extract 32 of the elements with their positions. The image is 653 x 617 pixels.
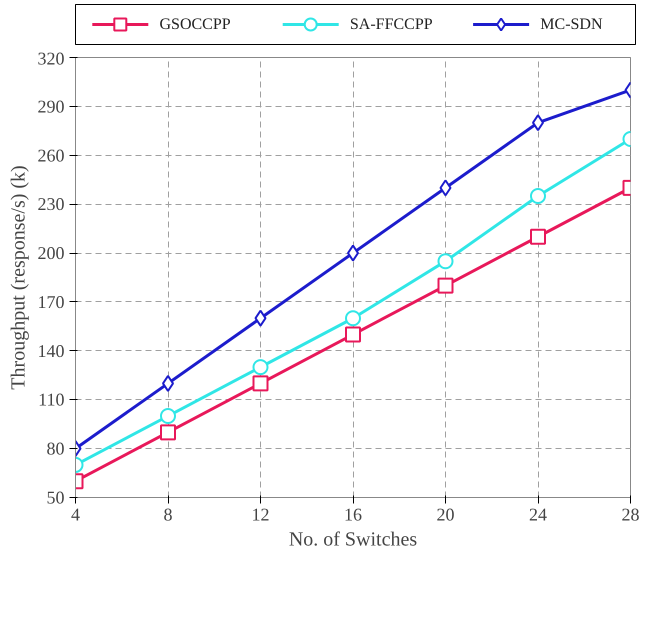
y-tick-label: 320 xyxy=(38,48,64,68)
y-tick-label: 260 xyxy=(38,145,64,166)
point xyxy=(438,253,454,270)
point xyxy=(345,310,361,326)
y-tick-label: 200 xyxy=(38,243,64,264)
legend-label: SA-FFCCPP xyxy=(350,16,433,33)
x-tick-label: 20 xyxy=(436,504,454,524)
x-tick-label: 16 xyxy=(344,504,362,524)
legend-label: MC-SDN xyxy=(540,16,603,33)
legend-label: GSOCCPP xyxy=(160,16,231,33)
y-tick-label: 290 xyxy=(38,96,64,116)
x-tick-label: 28 xyxy=(622,504,640,524)
point xyxy=(160,424,176,440)
y-tick-label: 170 xyxy=(38,292,64,312)
point xyxy=(252,359,268,376)
point xyxy=(345,326,361,343)
point xyxy=(160,408,176,424)
y-axis-title: Throughput (response/s) (k) xyxy=(8,165,30,390)
point xyxy=(530,228,546,245)
y-tick-label: 230 xyxy=(38,194,64,214)
y-tick-label: 50 xyxy=(46,488,64,508)
y-tick-label: 140 xyxy=(38,340,64,361)
point xyxy=(438,278,454,294)
y-tick-label: 110 xyxy=(38,390,65,410)
point xyxy=(252,375,268,392)
point xyxy=(530,188,546,204)
x-tick-label: 24 xyxy=(529,504,547,524)
y-tick-label: 80 xyxy=(46,438,64,459)
x-axis-title: No. of Switches xyxy=(288,528,418,550)
x-tick-label: 12 xyxy=(252,504,270,524)
x-tick-label: 4 xyxy=(71,504,80,524)
x-tick-label: 8 xyxy=(164,504,172,524)
